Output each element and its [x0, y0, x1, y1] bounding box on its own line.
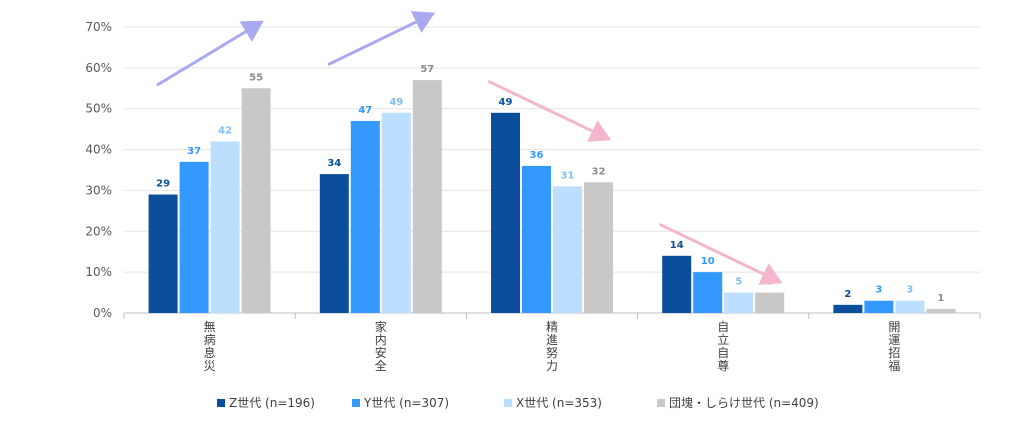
bar [755, 292, 785, 313]
data-label: 49 [389, 97, 403, 108]
y-tick-label: 50% [85, 102, 112, 116]
data-label: 34 [327, 158, 341, 169]
data-label: 31 [561, 170, 575, 181]
y-tick-label: 20% [85, 224, 112, 238]
bar [179, 161, 209, 313]
data-label: 1 [937, 293, 944, 304]
data-label: 3 [875, 285, 882, 296]
category-label: 無病息災 [204, 319, 216, 373]
trend-arrow-down [488, 80, 612, 142]
trend-arrow-down [659, 223, 783, 285]
category-label: 家内安全 [375, 319, 387, 373]
trend-arrow-up [156, 20, 264, 87]
bar [148, 194, 178, 313]
data-label: 37 [187, 146, 201, 157]
bar [895, 300, 925, 313]
data-label: 5 [735, 277, 742, 288]
legend-swatch [657, 399, 665, 407]
y-tick-label: 0% [93, 306, 112, 320]
category-label: 自立自尊 [717, 320, 729, 373]
legend-swatch [217, 399, 225, 407]
x-axis: 無病息災 家内安全 精進努力 自立自尊 開運招福 [123, 313, 981, 373]
data-label: 2 [844, 289, 851, 300]
legend-label: X世代 (n=353) [516, 396, 602, 410]
data-label: 29 [156, 179, 170, 190]
bar [319, 174, 349, 313]
y-tick-label: 40% [85, 143, 112, 157]
y-tick-label: 70% [85, 20, 112, 34]
bar [693, 272, 723, 313]
legend-label: Y世代 (n=307) [363, 396, 449, 410]
y-tick-label: 30% [85, 183, 112, 197]
data-label: 32 [592, 166, 606, 177]
bar [584, 182, 613, 313]
trend-arrow-up [327, 11, 435, 66]
data-label: 49 [499, 97, 513, 108]
legend: Z世代 (n=196) Y世代 (n=307) X世代 (n=353) 団塊・しらけ世… [217, 395, 819, 410]
data-label: 47 [358, 105, 372, 116]
bar [926, 308, 956, 313]
y-axis: 0% 10% 20% 30% 40% 50% 60% 70% [85, 20, 112, 320]
bar [522, 165, 551, 313]
data-label: 3 [906, 285, 913, 296]
bar [381, 112, 411, 313]
bar [724, 292, 754, 313]
bar [662, 255, 692, 313]
legend-label: Z世代 (n=196) [229, 396, 315, 410]
legend-swatch [352, 399, 360, 407]
bar [491, 112, 520, 313]
bars [148, 80, 956, 314]
y-tick-label: 60% [85, 61, 112, 75]
bar [864, 300, 894, 313]
bar [350, 120, 380, 313]
bar [210, 141, 240, 313]
legend-label: 団塊・しらけ世代 (n=409) [669, 395, 819, 410]
bar [241, 88, 271, 314]
category-label: 開運招福 [888, 320, 900, 373]
data-label: 55 [249, 72, 263, 83]
bar [412, 80, 442, 313]
bar [833, 304, 863, 313]
data-label: 57 [420, 64, 434, 75]
bar [553, 186, 582, 313]
legend-swatch [504, 399, 512, 407]
data-label: 14 [670, 240, 684, 251]
y-tick-label: 10% [85, 265, 112, 279]
category-label: 精進努力 [546, 320, 558, 373]
data-label: 36 [530, 150, 544, 161]
data-label: 42 [218, 125, 232, 136]
data-label: 10 [701, 256, 715, 267]
trend-arrows [156, 11, 783, 285]
